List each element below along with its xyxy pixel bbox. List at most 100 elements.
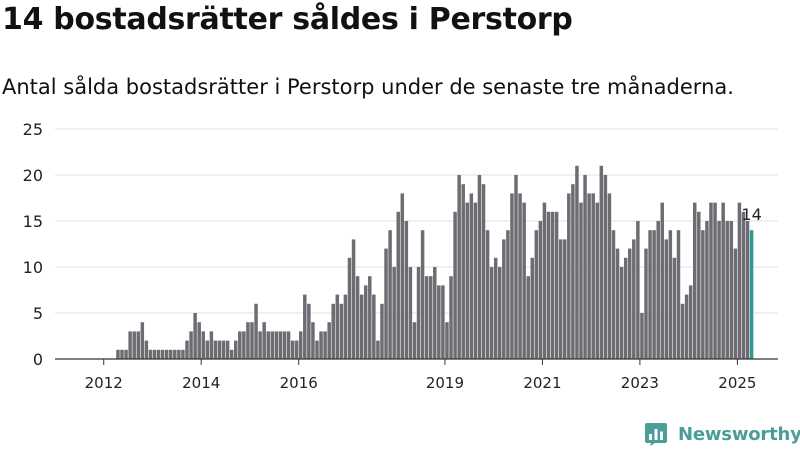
bar: [416, 267, 421, 359]
bar: [477, 175, 482, 359]
bar: [286, 331, 291, 359]
bar: [575, 165, 579, 359]
bar: [258, 331, 262, 359]
bar: [209, 331, 214, 359]
bar: [437, 285, 441, 359]
bar: [652, 230, 656, 359]
bar: [530, 257, 535, 359]
bar: [319, 331, 323, 359]
bar: [372, 294, 376, 359]
bar: [615, 248, 620, 359]
bar: [632, 239, 636, 359]
bar: [558, 239, 563, 359]
highlight-bar: [749, 230, 754, 359]
bar: [140, 322, 145, 359]
x-tick-label: 2023: [621, 374, 659, 392]
bar: [116, 349, 120, 359]
bar: [181, 349, 185, 359]
y-tick-label: 5: [33, 304, 43, 323]
bar: [664, 239, 669, 359]
bar: [392, 267, 396, 359]
bar: [339, 303, 344, 359]
y-tick-label: 15: [23, 212, 43, 231]
bar: [701, 230, 705, 359]
bar: [278, 331, 283, 359]
bar: [567, 193, 571, 359]
bar: [164, 349, 169, 359]
bar: [656, 221, 660, 359]
bar: [213, 340, 218, 359]
bar: [627, 248, 632, 359]
bar: [120, 349, 124, 359]
bar: [404, 221, 409, 359]
bar: [307, 303, 311, 359]
bar: [579, 202, 583, 359]
bar: [644, 248, 648, 359]
bar: [254, 303, 258, 359]
bar: [550, 211, 555, 359]
bar: [571, 184, 575, 359]
bar: [445, 322, 449, 359]
bar: [315, 340, 319, 359]
bar: [197, 322, 201, 359]
bar: [355, 276, 360, 359]
chart-title: 14 bostadsrätter såldes i Perstorp: [2, 2, 573, 37]
y-tick-label: 20: [23, 166, 43, 185]
bar: [538, 221, 543, 359]
bar: [238, 331, 242, 359]
bar: [546, 211, 551, 359]
bar: [688, 285, 693, 359]
bar: [510, 193, 514, 359]
bar: [217, 340, 222, 359]
bar: [246, 322, 250, 359]
bar: [384, 248, 388, 359]
bar: [242, 331, 246, 359]
bar: [449, 276, 453, 359]
bar: [400, 193, 405, 359]
x-tick-label: 2014: [182, 374, 220, 392]
bar: [737, 202, 742, 359]
bar: [331, 303, 335, 359]
bar: [335, 294, 340, 359]
bar: [160, 349, 165, 359]
bar: [363, 285, 368, 359]
bar: [493, 257, 498, 359]
bar: [441, 285, 445, 359]
bar: [124, 349, 128, 359]
bar: [225, 340, 230, 359]
bar: [298, 331, 303, 359]
bar: [692, 202, 697, 359]
bar: [489, 267, 494, 359]
x-tick-label: 2019: [426, 374, 464, 392]
bar: [368, 276, 372, 359]
bar: [461, 184, 465, 359]
bar: [343, 294, 348, 359]
bar: [563, 239, 567, 359]
x-tick-label: 2025: [718, 374, 756, 392]
bar: [697, 211, 701, 359]
bar: [485, 230, 490, 359]
x-tick-label: 2021: [523, 374, 561, 392]
bar: [676, 230, 681, 359]
bar: [282, 331, 287, 359]
bar: [713, 202, 717, 359]
bar: [741, 211, 746, 359]
bar: [522, 202, 526, 359]
bar: [144, 340, 149, 359]
bar: [294, 340, 299, 359]
bar: [583, 175, 587, 359]
bar: [725, 221, 729, 359]
bar: [128, 331, 132, 359]
bar: [229, 349, 234, 359]
bar: [534, 230, 539, 359]
bar: [469, 193, 474, 359]
bar: [709, 202, 713, 359]
bar: [473, 202, 478, 359]
bar: [433, 267, 437, 359]
bar: [465, 202, 470, 359]
bar: [518, 193, 522, 359]
bar: [132, 331, 136, 359]
bar: [514, 175, 518, 359]
bar: [169, 349, 173, 359]
